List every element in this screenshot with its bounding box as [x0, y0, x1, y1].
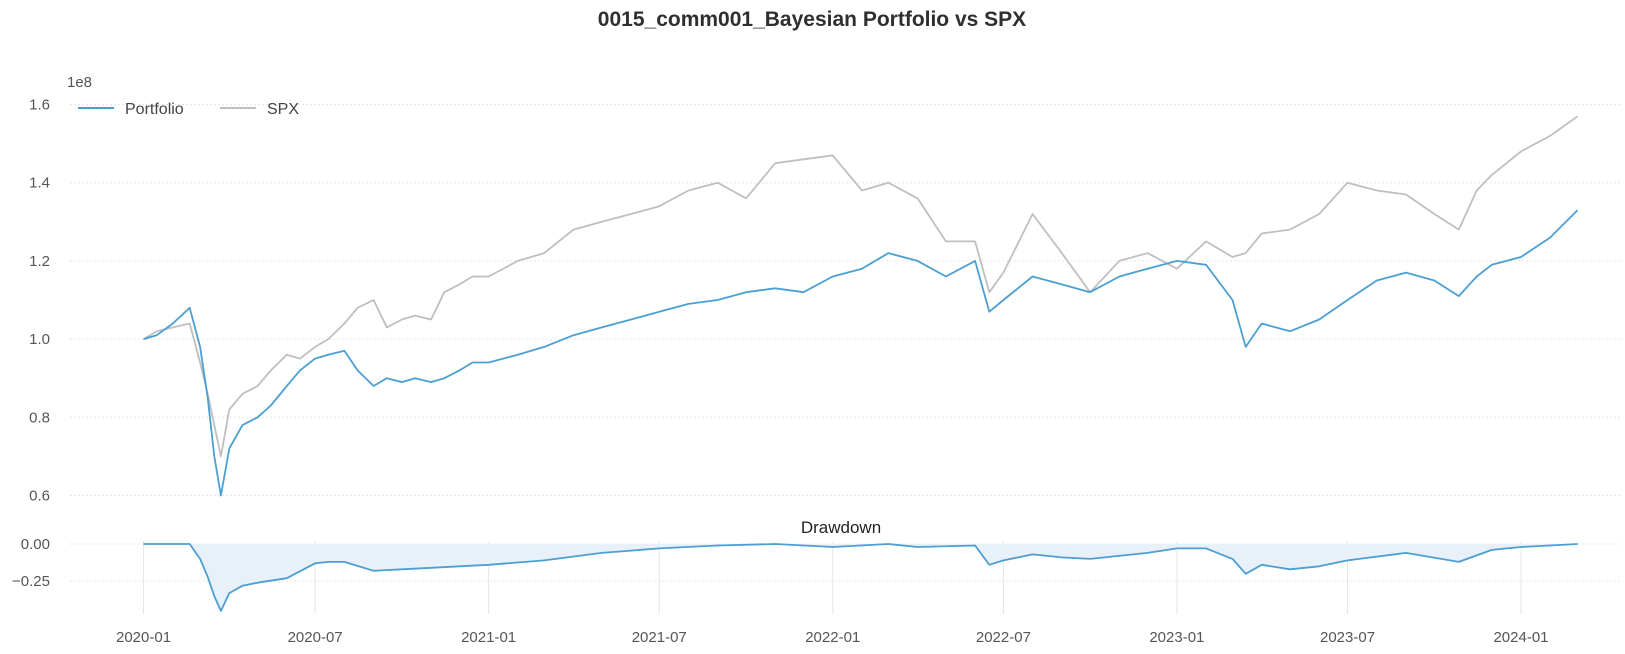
drawdown-area	[143, 544, 1578, 611]
main-y-tick-label: 1.4	[29, 175, 50, 192]
chart-title: 0015_comm001_Bayesian Portfolio vs SPX	[598, 8, 1026, 31]
main-y-tick-label: 0.8	[29, 409, 50, 426]
x-tick-label: 2020-01	[116, 629, 171, 646]
main-grid	[70, 104, 1620, 496]
x-tick-label: 2023-07	[1320, 629, 1375, 646]
x-tick-label: 2024-01	[1493, 629, 1548, 646]
main-y-tick-label: 1.6	[29, 97, 50, 114]
x-tick-label: 2022-01	[805, 629, 860, 646]
drawdown-line	[143, 543, 1578, 612]
legend-label-spx: SPX	[267, 101, 299, 118]
main-y-tick-label: 1.0	[29, 331, 50, 348]
drawdown-series-layer	[143, 543, 1578, 612]
series-line-portfolio	[143, 209, 1579, 497]
drawdown-y-tick-label: 0.00	[21, 536, 50, 553]
main-y-ticks: 0.6 0.8 1.0 1.2 1.4 1.6	[29, 97, 50, 505]
drawdown-y-ticks: 0.00 −0.25	[12, 536, 50, 590]
main-y-tick-label: 0.6	[29, 487, 50, 504]
x-tick-label: 2023-01	[1149, 629, 1204, 646]
main-series-layer	[143, 115, 1579, 497]
legend-label-portfolio: Portfolio	[125, 101, 184, 118]
drawdown-title: Drawdown	[801, 518, 881, 537]
x-tick-label: 2020-07	[288, 629, 343, 646]
series-line-spx	[143, 115, 1579, 458]
x-ticks: 2020-01 2020-07 2021-01 2021-07 2022-01 2022-…	[116, 629, 1549, 646]
legend: Portfolio SPX	[78, 101, 299, 118]
main-y-tick-label: 1.2	[29, 253, 50, 270]
x-tick-label: 2022-07	[976, 629, 1031, 646]
x-tick-label: 2021-01	[461, 629, 516, 646]
drawdown-y-tick-label: −0.25	[12, 573, 50, 590]
y-multiplier-label: 1e8	[67, 74, 92, 91]
x-tick-label: 2021-07	[632, 629, 687, 646]
